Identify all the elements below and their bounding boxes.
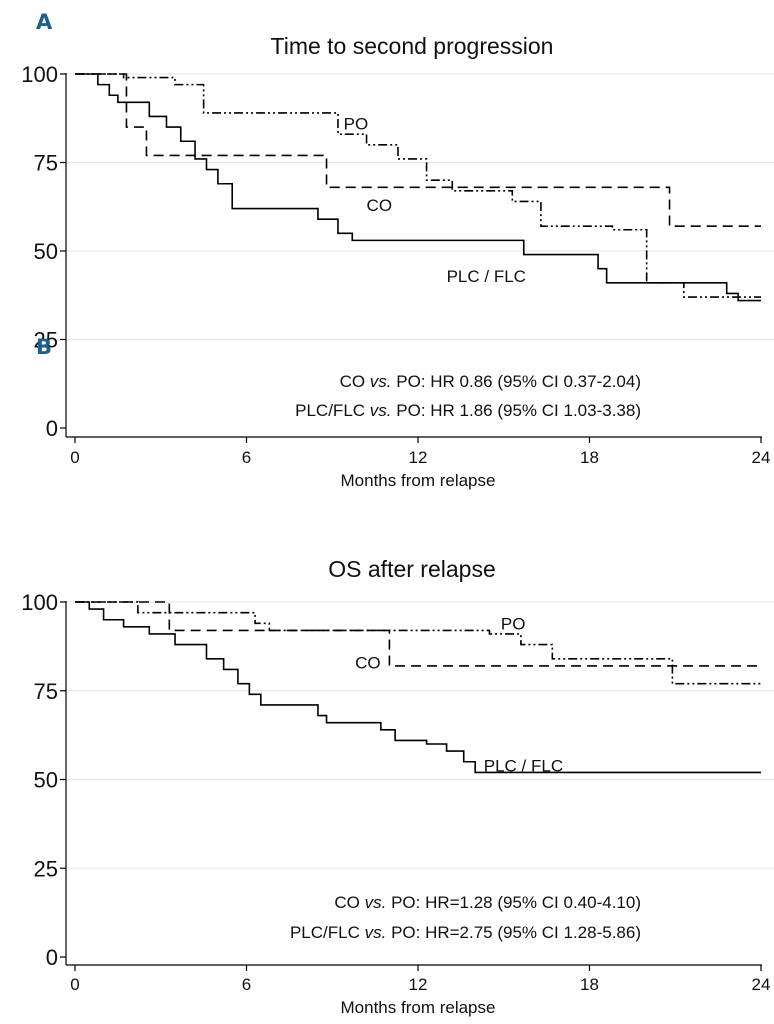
km-curve-co [75, 73, 761, 228]
km-curve-plc-flc [75, 73, 761, 302]
km-curve-po [75, 73, 761, 298]
hr-group-b: PO [396, 372, 421, 391]
panel-b: B OS after relapse 0 25 50 75 100 0 6 12 18 24 Month… [21, 335, 774, 1017]
y-tick-label: 100 [21, 590, 58, 615]
curve-label-plc-flc: PLC / FLC [484, 756, 563, 775]
y-tick-label: 50 [34, 239, 58, 264]
y-tick-label: 25 [34, 328, 58, 353]
x-tick-label: 18 [580, 975, 599, 994]
km-curve-po [75, 601, 761, 685]
curve-label-co: CO [355, 653, 381, 672]
y-tick-label: 75 [34, 151, 58, 176]
x-tick-label: 6 [242, 448, 251, 467]
hr-stat: : HR=2.75 (95% CI 1.28-5.86) [416, 923, 641, 942]
km-curve-plc-flc [75, 601, 761, 774]
chart-title: Time to second progression [271, 33, 554, 59]
x-tick-label: 6 [242, 975, 251, 994]
x-tick-label: 24 [752, 448, 771, 467]
x-tick-label: 18 [580, 448, 599, 467]
x-tick-label: 12 [409, 975, 428, 994]
hr-group-a: CO [340, 372, 366, 391]
hr-stat: : HR 1.86 (95% CI 1.03-3.38) [421, 401, 641, 420]
km-curve-co [75, 601, 761, 667]
hr-group-b: PO [391, 893, 416, 912]
y-tick-label: 75 [34, 679, 58, 704]
x-tick-label: 24 [752, 975, 771, 994]
hr-vs: vs. [370, 401, 392, 420]
y-tick-label: 50 [34, 768, 58, 793]
panel-letter: B [36, 335, 52, 359]
y-tick-label: 0 [46, 945, 58, 970]
y-tick-label: 25 [34, 856, 58, 881]
panel-letter: A [36, 10, 53, 34]
hr-group-a: PLC/FLC [295, 401, 365, 420]
hr-group-a: PLC/FLC [290, 923, 360, 942]
x-tick-label: 12 [409, 448, 428, 467]
hr-vs: vs. [365, 893, 387, 912]
hr-annotation: PLC/FLC vs. PO: HR=2.75 (95% CI 1.28-5.8… [290, 923, 641, 942]
y-tick-label: 0 [46, 416, 58, 441]
y-tick-label: 100 [21, 62, 58, 87]
x-axis-label: Months from relapse [341, 471, 496, 490]
hr-stat: : HR 0.86 (95% CI 0.37-2.04) [421, 372, 641, 391]
x-axis-label: Months from relapse [341, 998, 496, 1017]
hr-group-b: PO [396, 401, 421, 420]
hr-annotation: PLC/FLC vs. PO: HR 1.86 (95% CI 1.03-3.3… [295, 401, 641, 420]
hr-annotation: CO vs. PO: HR=1.28 (95% CI 0.40-4.10) [334, 893, 641, 912]
curve-label-plc-flc: PLC / FLC [447, 267, 526, 286]
x-tick-label: 0 [70, 448, 79, 467]
x-tick-label: 0 [70, 975, 79, 994]
hr-annotation: CO vs. PO: HR 0.86 (95% CI 0.37-2.04) [340, 372, 641, 391]
hr-group-b: PO [391, 923, 416, 942]
panel-a: A Time to second progression 0 25 50 75 100 0 6 1… [21, 10, 774, 490]
curve-label-po: PO [501, 614, 526, 633]
hr-stat: : HR=1.28 (95% CI 0.40-4.10) [416, 893, 641, 912]
curve-label-co: CO [367, 196, 393, 215]
hr-vs: vs. [365, 923, 387, 942]
chart-title: OS after relapse [328, 556, 495, 582]
hr-group-a: CO [334, 893, 360, 912]
hr-vs: vs. [370, 372, 392, 391]
curve-label-po: PO [344, 115, 369, 134]
